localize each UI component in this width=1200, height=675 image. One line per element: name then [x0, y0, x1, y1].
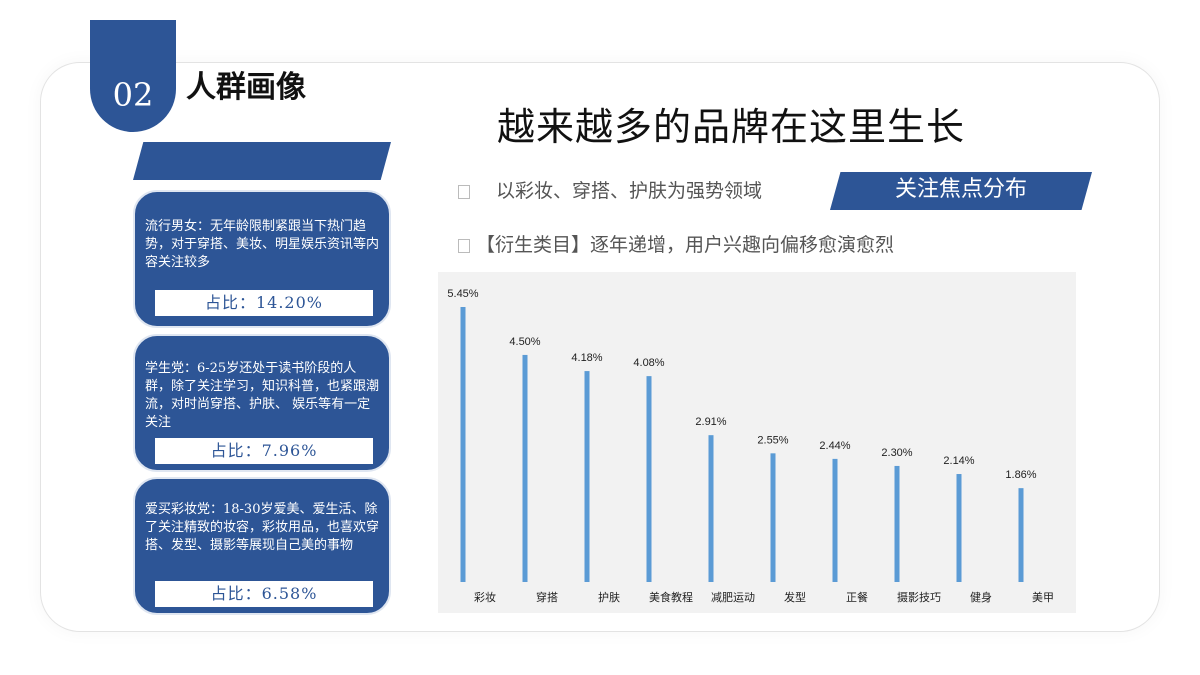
- bullet-text: 【衍生类目】逐年递增，用户兴趣向偏移愈演愈烈: [476, 234, 895, 256]
- category-label: 穿搭: [536, 590, 558, 604]
- section-title: 人群画像: [186, 70, 306, 105]
- section-number: 02: [112, 76, 154, 114]
- card-share: 占比：6.58%: [155, 581, 373, 607]
- section-number-tab: 02: [90, 20, 176, 132]
- category-label: 健身: [970, 590, 992, 604]
- bar: [832, 458, 838, 582]
- bar: [894, 465, 900, 582]
- category-label: 美食教程: [649, 590, 693, 604]
- checkbox-icon: [458, 239, 470, 253]
- data-label: 2.91%: [695, 416, 726, 428]
- bar: [708, 435, 714, 582]
- bar: [460, 307, 466, 582]
- bar: [584, 371, 590, 582]
- card-share: 占比：14.20%: [155, 290, 373, 316]
- chart-svg: 5.45% 彩妆 4.50% 穿搭 4.18% 护肤 4.08% 美食教程 2.91% 减肥运动 2…: [447, 288, 1054, 604]
- bar: [646, 376, 652, 582]
- data-label: 2.55%: [757, 434, 788, 446]
- card-text: 学生党：6-25岁还处于读书阶段的人群，除了关注学习，知识科普，也紧跟潮流，对时…: [145, 361, 380, 430]
- bullet-2: 【衍生类目】逐年递增，用户兴趣向偏移愈演愈烈: [458, 230, 894, 257]
- data-label: 4.50%: [509, 336, 540, 348]
- category-label: 摄影技巧: [897, 590, 941, 604]
- category-label: 正餐: [846, 590, 868, 604]
- category-label: 彩妆: [474, 591, 496, 604]
- category-label: 护肤: [598, 590, 620, 604]
- card-share: 占比：7.96%: [155, 438, 373, 464]
- data-label: 5.45%: [447, 288, 478, 300]
- slide-frame: [40, 62, 1160, 632]
- focus-label: 关注焦点分布: [830, 172, 1092, 210]
- data-label: 2.14%: [943, 455, 974, 467]
- bar: [522, 354, 528, 582]
- audience-card-makeup: 爱买彩妆党：18-30岁爱美、爱生活、除了关注精致的妆容，彩妆用品，也喜欢穿搭、…: [133, 477, 391, 615]
- bar: [1018, 488, 1024, 582]
- category-label: 美甲: [1032, 591, 1054, 604]
- data-label: 4.08%: [633, 357, 664, 369]
- audience-card-student: 学生党：6-25岁还处于读书阶段的人群，除了关注学习，知识科普，也紧跟潮流，对时…: [133, 334, 391, 472]
- bullet-1: 以彩妆、穿搭、护肤为强势领域: [458, 176, 762, 203]
- data-label: 4.18%: [571, 352, 602, 364]
- data-label: 2.44%: [819, 440, 850, 452]
- card-text: 流行男女：无年龄限制紧跟当下热门趋势，对于穿搭、美妆、明星娱乐资讯等内容关注较多: [145, 219, 380, 270]
- audience-card-trendy: 流行男女：无年龄限制紧跟当下热门趋势，对于穿搭、美妆、明星娱乐资讯等内容关注较多…: [133, 190, 391, 328]
- card-text: 爱买彩妆党：18-30岁爱美、爱生活、除了关注精致的妆容，彩妆用品，也喜欢穿搭、…: [145, 502, 380, 553]
- category-label: 发型: [784, 590, 806, 604]
- category-label: 减肥运动: [711, 591, 755, 604]
- checkbox-icon: [458, 185, 470, 199]
- bar: [770, 453, 776, 582]
- decorative-banner: [133, 142, 391, 180]
- headline: 越来越多的品牌在这里生长: [497, 105, 966, 149]
- data-label: 2.30%: [881, 447, 912, 459]
- bar: [956, 474, 962, 582]
- bullet-text: 以彩妆、穿搭、护肤为强势领域: [496, 180, 763, 202]
- data-label: 1.86%: [1005, 469, 1036, 481]
- focus-bar-chart: 5.45% 彩妆 4.50% 穿搭 4.18% 护肤 4.08% 美食教程 2.91% 减肥运动 2…: [438, 272, 1076, 613]
